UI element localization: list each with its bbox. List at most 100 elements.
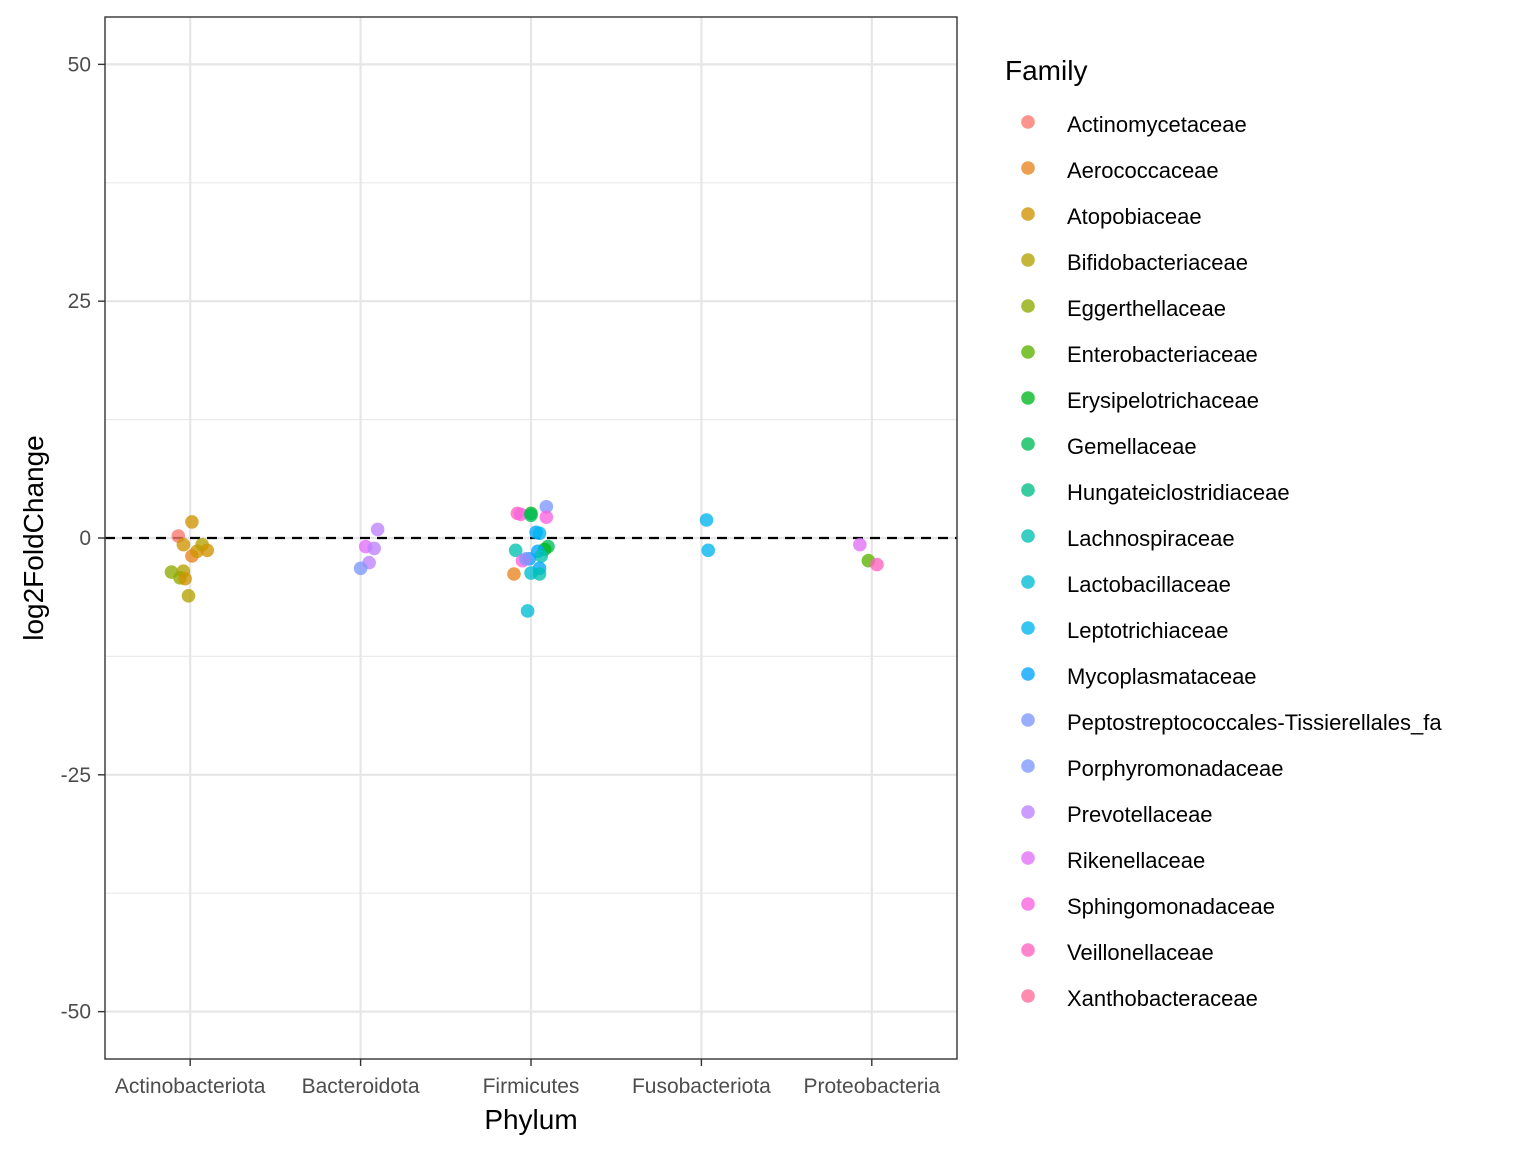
data-point <box>181 588 196 603</box>
legend-item: Veillonellaceae <box>1021 940 1214 965</box>
legend-item: Bifidobacteriaceae <box>1021 250 1248 275</box>
legend-key <box>1021 897 1035 911</box>
legend-label: Erysipelotrichaceae <box>1067 388 1259 413</box>
legend-label: Aerococcaceae <box>1067 158 1219 183</box>
x-tick-label: Fusobacteriota <box>632 1075 771 1098</box>
data-point <box>178 571 192 586</box>
legend-label: Leptotrichiaceae <box>1067 618 1228 643</box>
x-axis-title: Phylum <box>484 1104 577 1135</box>
data-points <box>164 499 884 618</box>
data-point <box>176 537 191 552</box>
data-point <box>699 513 714 527</box>
y-tick-label: -25 <box>61 764 91 787</box>
legend-item: Erysipelotrichaceae <box>1021 388 1259 413</box>
legend-item: Gemellaceae <box>1021 434 1197 459</box>
data-point <box>870 557 884 572</box>
x-tick-label: Proteobacteria <box>804 1075 941 1098</box>
legend-label: Actinomycetaceae <box>1067 112 1247 137</box>
legend-key <box>1021 437 1035 451</box>
data-point <box>701 543 716 558</box>
data-point <box>532 567 547 581</box>
y-axis-title: log2FoldChange <box>18 435 49 641</box>
legend-item: Sphingomonadaceae <box>1021 894 1275 919</box>
legend-key <box>1021 713 1035 727</box>
legend-key <box>1021 575 1035 589</box>
data-point <box>534 549 549 563</box>
x-tick-label: Bacteroidota <box>302 1075 420 1098</box>
legend-item: Actinomycetaceae <box>1021 112 1247 137</box>
legend-label: Prevotellaceae <box>1067 802 1213 827</box>
legend-label: Atopobiaceae <box>1067 204 1202 229</box>
legend-label: Rikenellaceae <box>1067 848 1205 873</box>
legend-label: Porphyromonadaceae <box>1067 756 1283 781</box>
data-point <box>539 499 554 514</box>
legend-item: Enterobacteriaceae <box>1021 342 1258 367</box>
data-point <box>513 507 528 522</box>
legend-label: Lachnospiraceae <box>1067 526 1235 551</box>
data-point <box>853 537 867 552</box>
legend-label: Gemellaceae <box>1067 434 1197 459</box>
legend-item: Mycoplasmataceae <box>1021 664 1257 689</box>
y-tick-label: 0 <box>79 527 91 550</box>
y-tick-label: -50 <box>61 1001 91 1024</box>
legend-key <box>1021 253 1035 267</box>
legend-item: Lactobacillaceae <box>1021 572 1231 597</box>
legend-item: Prevotellaceae <box>1021 802 1213 827</box>
legend-item: Aerococcaceae <box>1021 158 1219 183</box>
legend-key <box>1021 345 1035 359</box>
legend-key <box>1021 391 1035 405</box>
legend-label: Lactobacillaceae <box>1067 572 1231 597</box>
legend-item: Porphyromonadaceae <box>1021 756 1283 781</box>
legend-label: Bifidobacteriaceae <box>1067 250 1248 275</box>
legend-key <box>1021 529 1035 543</box>
data-point <box>367 541 382 556</box>
legend-key <box>1021 207 1035 221</box>
y-tick-label: 50 <box>68 53 91 76</box>
plot-panel <box>104 16 958 1060</box>
legend-label: Sphingomonadaceae <box>1067 894 1275 919</box>
legend-label: Xanthobacteraceae <box>1067 986 1258 1011</box>
x-tick-label: Firmicutes <box>483 1075 580 1098</box>
legend-item: Eggerthellaceae <box>1021 296 1226 321</box>
legend-key <box>1021 483 1035 497</box>
legend-item: Peptostreptococcales-Tissierellales_fa <box>1021 710 1442 735</box>
x-tick-label: Actinobacteriota <box>115 1075 266 1098</box>
legend-label: Peptostreptococcales-Tissierellales_fa <box>1067 710 1442 735</box>
legend-key <box>1021 759 1035 773</box>
data-point <box>200 543 215 558</box>
data-point <box>507 567 521 581</box>
legend-key <box>1021 115 1035 129</box>
legend-key <box>1021 805 1035 819</box>
legend-key <box>1021 943 1035 957</box>
legend-item: Lachnospiraceae <box>1021 526 1235 551</box>
legend-key <box>1021 667 1035 681</box>
legend-item: Rikenellaceae <box>1021 848 1205 873</box>
y-tick-label: 25 <box>68 290 91 313</box>
legend-label: Mycoplasmataceae <box>1067 664 1257 689</box>
legend-item: Leptotrichiaceae <box>1021 618 1228 643</box>
data-point <box>524 508 538 523</box>
data-point <box>532 526 547 541</box>
legend-key <box>1021 989 1035 1003</box>
data-point <box>185 515 199 529</box>
legend: Family Actinomycetaceae Aerococcaceae Atop… <box>1005 55 1442 1011</box>
legend-label: Enterobacteriaceae <box>1067 342 1258 367</box>
data-point <box>539 510 554 524</box>
legend-key <box>1021 299 1035 313</box>
data-point <box>370 522 385 537</box>
data-point <box>520 604 535 618</box>
legend-key <box>1021 851 1035 865</box>
legend-item: Atopobiaceae <box>1021 204 1202 229</box>
legend-key <box>1021 621 1035 635</box>
legend-label: Veillonellaceae <box>1067 940 1214 965</box>
legend-item: Xanthobacteraceae <box>1021 986 1258 1011</box>
x-axis: Actinobacteriota Bacteroidota Firmicutes Fu… <box>115 1059 941 1098</box>
legend-key <box>1021 161 1035 175</box>
legend-item: Hungateiclostridiaceae <box>1021 480 1290 505</box>
y-axis: -50 -25 0 25 50 <box>61 53 105 1024</box>
data-point <box>508 543 523 558</box>
legend-title: Family <box>1005 55 1087 86</box>
legend-label: Hungateiclostridiaceae <box>1067 480 1290 505</box>
data-point <box>353 561 368 576</box>
legend-label: Eggerthellaceae <box>1067 296 1226 321</box>
